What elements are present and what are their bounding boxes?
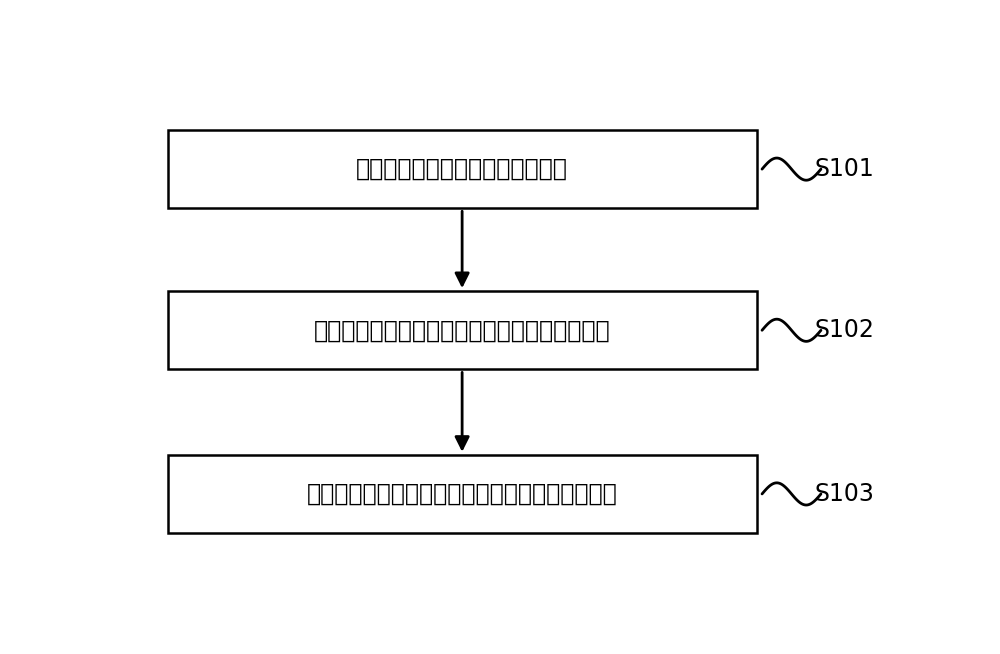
Bar [168,455,757,533]
Text: 获取多个充电桩平台的充电桩数据: 获取多个充电桩平台的充电桩数据 [356,157,568,181]
Text: 根据客户端的查询请求向客户端发送充电桩信息: 根据客户端的查询请求向客户端发送充电桩信息 [314,318,610,342]
Text: 根据客户端的充电请求向充电桩平台发送充电信息: 根据客户端的充电请求向充电桩平台发送充电信息 [307,482,618,506]
Text: S103: S103 [815,482,875,506]
Bar [168,291,757,370]
Bar [168,130,757,208]
Text: S101: S101 [815,157,874,181]
Text: S102: S102 [815,318,875,342]
